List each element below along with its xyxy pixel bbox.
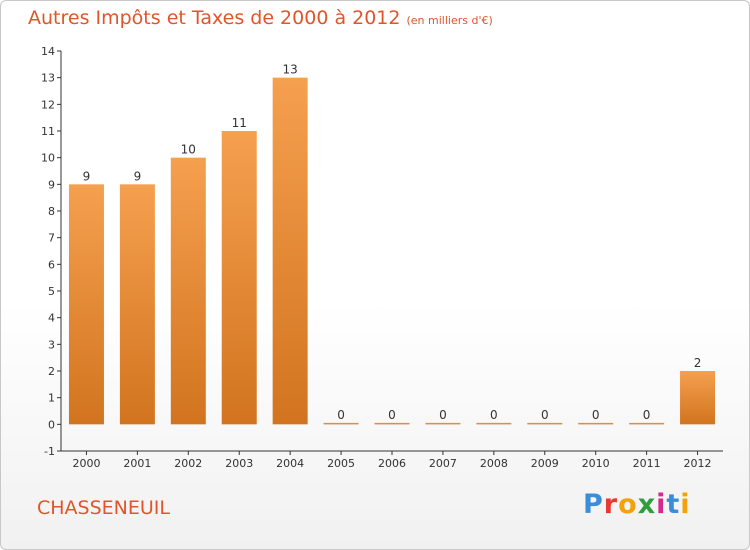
x-tick-label-2002: 2002 — [174, 457, 202, 470]
bar-label-2003: 11 — [232, 116, 247, 130]
y-tick-label: -1 — [44, 445, 55, 458]
y-tick-label: 5 — [48, 285, 55, 298]
y-tick-label: 0 — [48, 418, 55, 431]
logo-letter: o — [618, 489, 638, 520]
y-tick-label: 9 — [48, 178, 55, 191]
bar-label-2011: 0 — [643, 408, 651, 422]
place-name: CHASSENEUIL — [37, 497, 170, 519]
bar-2005 — [323, 422, 359, 425]
x-tick-label-2000: 2000 — [72, 457, 100, 470]
x-tick-label-2006: 2006 — [378, 457, 406, 470]
bar-label-2002: 10 — [181, 143, 196, 157]
bar-label-2001: 9 — [134, 169, 142, 183]
bar-2003 — [221, 131, 257, 425]
bar-2001 — [119, 184, 155, 425]
y-tick-label: 8 — [48, 205, 55, 218]
bar-2009 — [527, 422, 563, 425]
y-tick-label: 3 — [48, 338, 55, 351]
bar-label-2008: 0 — [490, 408, 498, 422]
bar-2006 — [374, 422, 410, 425]
x-tick-label-2011: 2011 — [633, 457, 661, 470]
logo-letter: P — [583, 489, 604, 520]
chart-subtitle: (en milliers d'€) — [406, 14, 493, 27]
bar-2008 — [476, 422, 512, 425]
y-tick-label: 1 — [48, 392, 55, 405]
bar-label-2007: 0 — [439, 408, 447, 422]
bar-2004 — [272, 77, 308, 425]
bar-label-2000: 9 — [83, 169, 91, 183]
chart-title-text: Autres Impôts et Taxes de 2000 à 2012 — [28, 7, 401, 29]
x-tick-label-2010: 2010 — [582, 457, 610, 470]
bar-2007 — [425, 422, 461, 425]
x-tick-label-2007: 2007 — [429, 457, 457, 470]
bar-2011 — [629, 422, 665, 425]
bar-label-2005: 0 — [337, 408, 345, 422]
x-tick-label-2003: 2003 — [225, 457, 253, 470]
y-tick-label: 12 — [41, 98, 55, 111]
x-tick-label-2009: 2009 — [531, 457, 559, 470]
x-tick-label-2001: 2001 — [123, 457, 151, 470]
x-tick-label-2005: 2005 — [327, 457, 355, 470]
logo-letter: r — [603, 489, 619, 520]
bar-label-2009: 0 — [541, 408, 549, 422]
y-tick-label: 2 — [48, 365, 55, 378]
y-tick-label: 13 — [41, 72, 55, 85]
y-tick-label: 14 — [41, 45, 55, 58]
y-tick-label: 4 — [48, 312, 55, 325]
y-tick-label: 11 — [41, 125, 55, 138]
logo-letter: i — [680, 489, 691, 520]
proxiti-logo: Proxiti — [583, 489, 691, 520]
logo-letter: x — [637, 489, 657, 520]
chart-title: Autres Impôts et Taxes de 2000 à 2012 (en… — [28, 7, 493, 29]
bar-2010 — [578, 422, 614, 425]
bar-2012 — [680, 371, 716, 425]
x-tick-label-2008: 2008 — [480, 457, 508, 470]
bar-2002 — [170, 157, 206, 425]
bar-2000 — [68, 184, 104, 425]
y-tick-label: 6 — [48, 258, 55, 271]
bar-label-2010: 0 — [592, 408, 600, 422]
bar-label-2004: 13 — [283, 63, 298, 77]
logo-letter: i — [656, 489, 667, 520]
bar-label-2006: 0 — [388, 408, 396, 422]
y-tick-label: 10 — [41, 152, 55, 165]
x-tick-label-2004: 2004 — [276, 457, 304, 470]
y-tick-label: 7 — [48, 232, 55, 245]
x-tick-label-2012: 2012 — [684, 457, 712, 470]
bar-label-2012: 2 — [694, 356, 702, 370]
logo-letter: t — [666, 489, 681, 520]
